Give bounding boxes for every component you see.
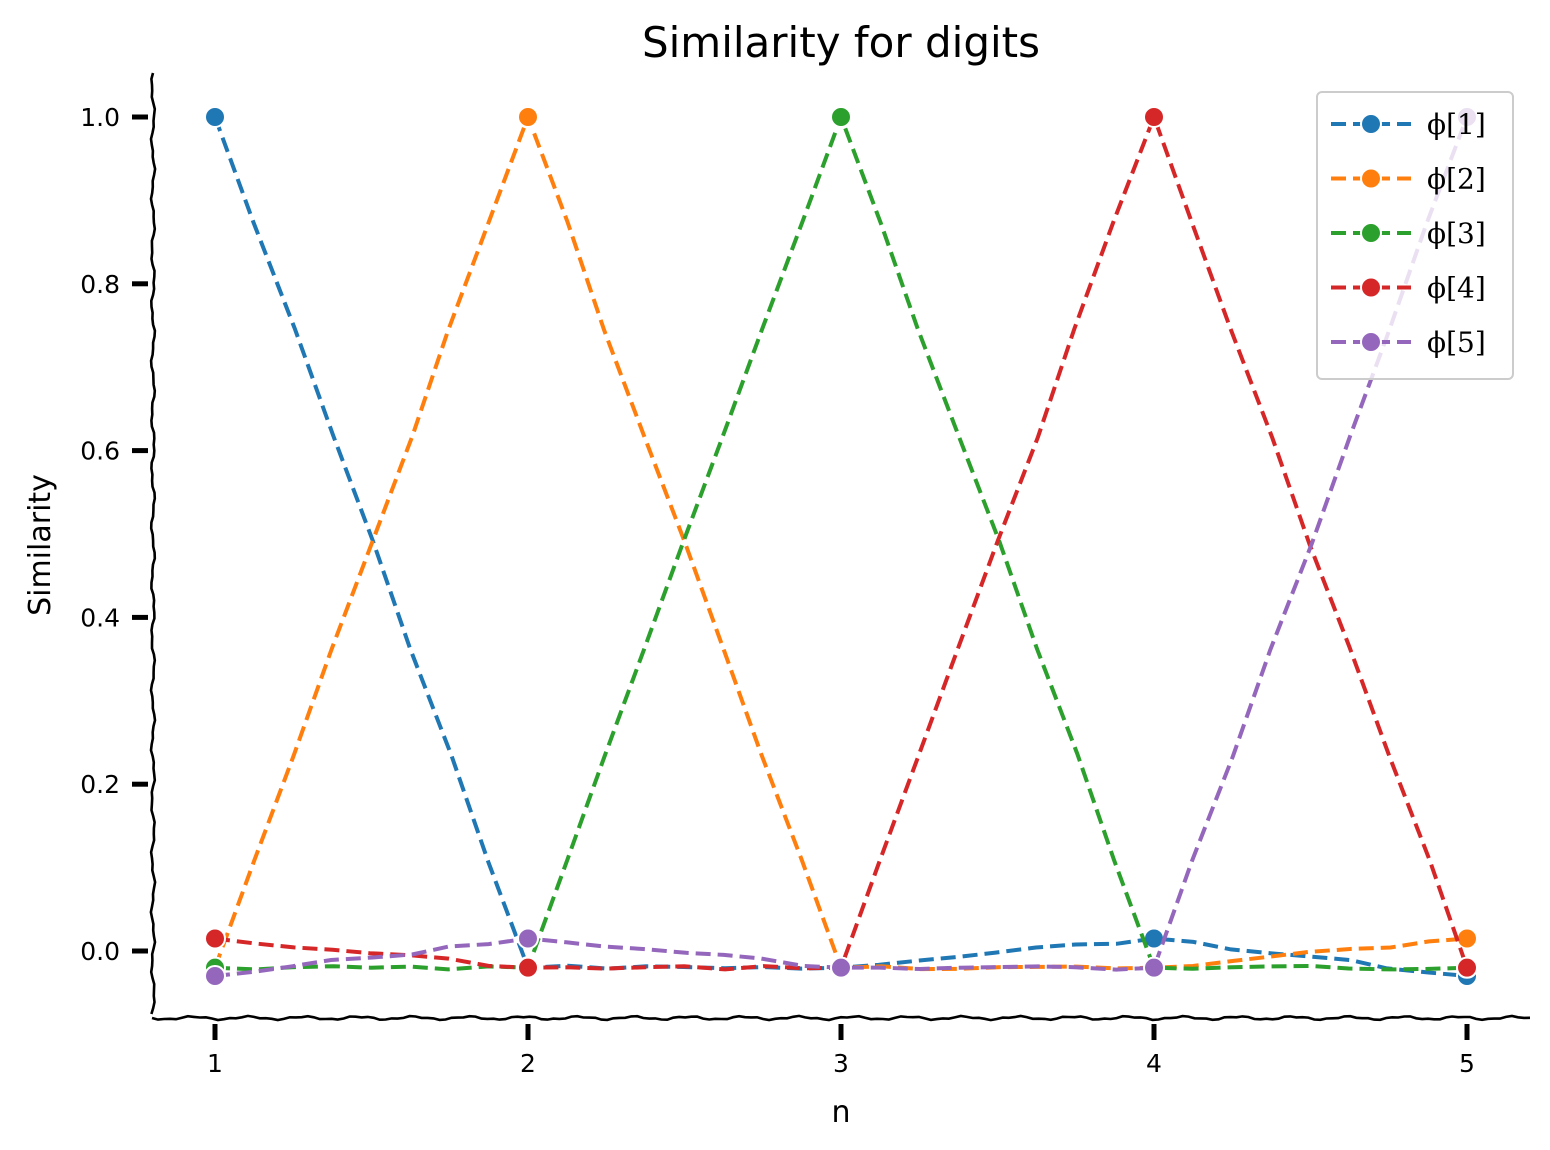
- data-point: [1143, 106, 1165, 128]
- series-line: [213, 111, 1468, 972]
- legend-marker: [1360, 331, 1382, 353]
- x-tick-label: 3: [833, 1049, 849, 1078]
- data-point: [204, 965, 226, 988]
- legend-marker: [1360, 167, 1382, 190]
- legend: ϕ[1] ϕ[2] ϕ[3] ϕ[4] ϕ[5]: [1316, 91, 1514, 380]
- x-tick-label: 2: [520, 1049, 536, 1078]
- series-line: [213, 116, 1468, 978]
- series-line: [214, 111, 1468, 972]
- data-point: [830, 956, 852, 979]
- y-tick-label: 0.8: [80, 270, 120, 299]
- legend-label: ϕ[2]: [1427, 163, 1486, 196]
- data-point: [830, 106, 852, 128]
- legend-marker: [1360, 276, 1382, 299]
- y-tick-label: 1.0: [80, 103, 120, 132]
- x-tick-label: 4: [1146, 1049, 1162, 1078]
- y-axis-title: Similarity: [23, 474, 58, 616]
- legend-label: ϕ[1]: [1427, 108, 1486, 141]
- data-point: [1456, 927, 1478, 950]
- data-point: [517, 927, 539, 950]
- legend-marker: [1360, 222, 1382, 244]
- data-point: [517, 106, 539, 128]
- legend-label: ϕ[4]: [1427, 272, 1486, 305]
- x-axis-spine: [151, 1014, 1531, 1022]
- y-axis-spine: [149, 72, 157, 1015]
- legend-label: ϕ[3]: [1427, 217, 1486, 250]
- data-point: [517, 956, 539, 979]
- series-3: [204, 106, 1478, 979]
- series-1: [204, 106, 1478, 988]
- x-tick-label: 5: [1459, 1049, 1475, 1078]
- data-point: [204, 106, 226, 128]
- y-tick-label: 0.6: [80, 437, 120, 466]
- series-2: [204, 106, 1478, 979]
- data-point: [1456, 956, 1478, 979]
- data-point: [204, 927, 226, 950]
- x-tick-label: 1: [207, 1049, 223, 1078]
- series-layer: [204, 106, 1478, 988]
- y-tick-label: 0.2: [80, 770, 120, 799]
- series-line: [214, 116, 1469, 978]
- legend-label: ϕ[5]: [1427, 326, 1486, 359]
- axes: 0.0 0.2 0.4 0.6 0.8 1.0 1 2 3 4 5: [80, 72, 1531, 1078]
- data-point: [1143, 956, 1165, 979]
- series-4: [204, 106, 1478, 979]
- series-5: [204, 106, 1478, 988]
- x-axis-title: n: [831, 1095, 850, 1130]
- y-tick-label: 0.0: [80, 937, 120, 966]
- y-tick-label: 0.4: [80, 603, 120, 632]
- legend-box: [1316, 91, 1514, 380]
- series-line: [214, 111, 1469, 972]
- chart-title: Similarity for digits: [642, 18, 1040, 67]
- legend-marker: [1360, 113, 1382, 135]
